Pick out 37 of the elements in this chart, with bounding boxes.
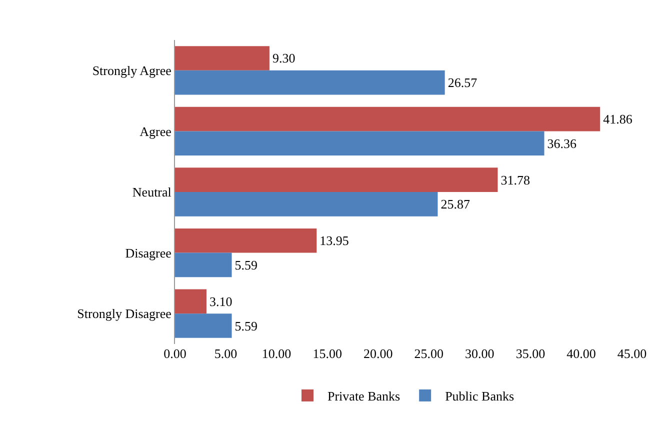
x-tick-label: 25.00 bbox=[414, 346, 444, 361]
bar bbox=[175, 106, 600, 132]
bar bbox=[175, 228, 317, 253]
x-tick-label: 45.00 bbox=[617, 346, 647, 361]
bar bbox=[175, 168, 498, 192]
data-label: 3.10 bbox=[209, 294, 232, 309]
data-label: 25.87 bbox=[440, 196, 470, 212]
data-label: 13.95 bbox=[320, 233, 349, 248]
x-tick-label: 10.00 bbox=[262, 346, 292, 361]
bar bbox=[175, 192, 438, 216]
bar bbox=[175, 314, 232, 338]
data-label: 36.36 bbox=[547, 136, 578, 151]
bar bbox=[175, 252, 232, 278]
data-label: 26.57 bbox=[448, 75, 478, 90]
x-tick-label: 30.00 bbox=[465, 346, 494, 361]
data-label: 9.30 bbox=[272, 50, 296, 66]
data-label: 41.86 bbox=[603, 112, 633, 127]
x-tick-label: 40.00 bbox=[566, 346, 596, 361]
x-tick-label: 5.00 bbox=[214, 346, 238, 361]
bar bbox=[175, 289, 206, 314]
data-label: 5.59 bbox=[234, 257, 258, 272]
data-label: 31.78 bbox=[500, 172, 530, 188]
data-label: 5.59 bbox=[234, 318, 258, 334]
y-tick-label: Strongly Agree bbox=[92, 62, 172, 78]
y-tick-label: Disagree bbox=[125, 245, 172, 260]
bar bbox=[175, 70, 445, 95]
x-tick-label: 20.00 bbox=[363, 346, 393, 361]
x-tick-label: 35.00 bbox=[516, 346, 546, 361]
legend-label: Public Banks bbox=[445, 388, 514, 404]
y-tick-label: Strongly Disagree bbox=[77, 306, 172, 322]
bar bbox=[175, 46, 270, 70]
bar bbox=[175, 131, 544, 156]
legend-label: Private Banks bbox=[328, 388, 400, 404]
y-tick-label: Neutral bbox=[132, 184, 172, 200]
x-tick-label: 15.00 bbox=[312, 346, 342, 361]
x-tick-label: 0.00 bbox=[164, 346, 186, 361]
y-tick-label: Agree bbox=[140, 124, 172, 139]
